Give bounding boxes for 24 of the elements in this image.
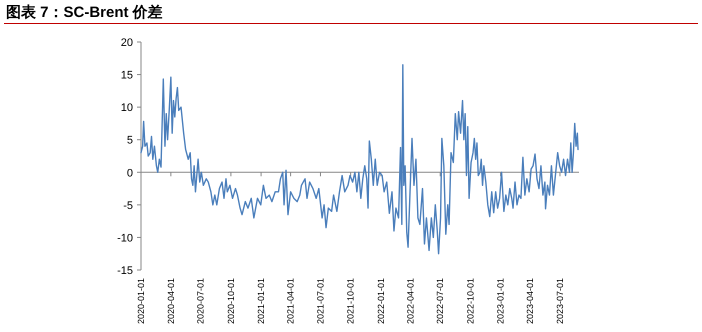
x-tick-label: 2022-04-01 — [405, 278, 416, 324]
x-tick-label: 2021-07-01 — [315, 278, 326, 324]
y-tick-label: 15 — [120, 70, 133, 82]
x-tick-label: 2021-10-01 — [346, 278, 356, 324]
x-tick-label: 2023-04-01 — [525, 278, 536, 324]
y-tick-label: 0 — [126, 167, 133, 180]
x-tick-label: 2022-01-01 — [376, 278, 386, 324]
y-tick-label: -10 — [117, 232, 133, 244]
x-tick-label: 2020-01-01 — [136, 278, 146, 324]
x-tick-label: 2022-10-01 — [465, 278, 476, 324]
y-tick-label: 10 — [120, 102, 133, 114]
x-tick-label: 2021-01-01 — [256, 278, 266, 324]
x-tick-label: 2020-07-01 — [196, 278, 206, 324]
y-tick-label: -15 — [117, 265, 133, 277]
y-tick-label: 5 — [126, 134, 133, 147]
title: 图表 7：SC-Brent 价差 — [6, 4, 163, 21]
x-tick-label: 2022-07-01 — [435, 278, 446, 324]
x-tick-label: 2020-04-01 — [166, 278, 176, 324]
x-tick-label: 2023-01-01 — [496, 278, 506, 324]
x-tick-label: 2023-07-01 — [554, 278, 565, 324]
x-tick-label: 2021-04-01 — [286, 278, 296, 324]
y-tick-label: -5 — [123, 200, 133, 212]
y-tick-label: 20 — [120, 37, 133, 49]
x-tick-label: 2020-10-01 — [226, 278, 236, 324]
